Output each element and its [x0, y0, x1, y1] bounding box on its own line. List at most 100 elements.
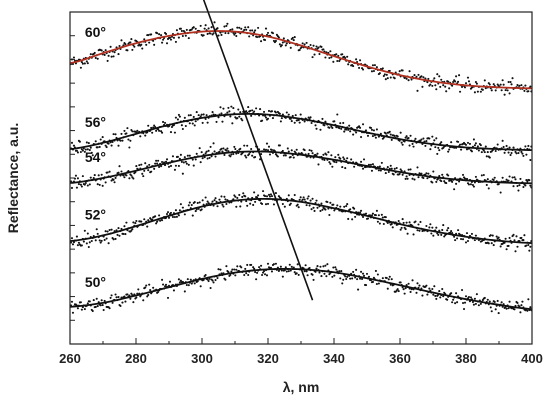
- data-point: [239, 111, 242, 114]
- data-point: [285, 111, 288, 114]
- data-point: [85, 141, 88, 144]
- data-point: [407, 168, 410, 171]
- data-point: [360, 135, 363, 139]
- data-point: [521, 152, 524, 155]
- data-point: [239, 147, 242, 150]
- data-point: [508, 300, 511, 303]
- data-point: [466, 141, 470, 144]
- data-point: [515, 152, 518, 155]
- data-point: [335, 161, 338, 164]
- data-point: [112, 133, 115, 136]
- data-point: [435, 137, 438, 140]
- data-point: [499, 83, 502, 86]
- data-point: [240, 266, 243, 269]
- data-point: [244, 195, 247, 198]
- data-point: [360, 209, 363, 212]
- data-point: [190, 282, 193, 285]
- data-point: [260, 40, 263, 43]
- data-point: [505, 307, 508, 310]
- data-point: [178, 281, 181, 284]
- data-point: [442, 295, 445, 298]
- data-point: [447, 80, 450, 83]
- data-point: [112, 238, 115, 241]
- data-point: [150, 33, 153, 36]
- data-point: [70, 300, 74, 303]
- data-point: [240, 117, 243, 120]
- data-point: [214, 155, 217, 158]
- data-point: [274, 262, 277, 265]
- data-point: [405, 221, 408, 224]
- data-point: [212, 113, 215, 116]
- data-point: [251, 109, 254, 112]
- data-point: [190, 204, 193, 207]
- data-point: [455, 182, 458, 185]
- data-point: [375, 209, 378, 212]
- data-point: [248, 152, 251, 156]
- data-point: [123, 176, 126, 179]
- data-point: [361, 277, 364, 280]
- data-point: [329, 50, 332, 53]
- data-point: [198, 147, 201, 150]
- data-point: [389, 76, 392, 79]
- data-point: [232, 198, 235, 201]
- data-point: [79, 301, 82, 304]
- data-point: [323, 124, 326, 127]
- data-point: [250, 114, 253, 117]
- data-point: [431, 181, 434, 184]
- data-point: [76, 244, 79, 247]
- data-point: [267, 109, 271, 112]
- data-point: [445, 182, 448, 185]
- data-point: [324, 120, 327, 123]
- data-point: [419, 220, 422, 224]
- data-point: [212, 32, 215, 35]
- data-point: [402, 221, 405, 224]
- data-point: [405, 77, 408, 80]
- data-point: [254, 200, 257, 203]
- data-point: [434, 84, 437, 87]
- data-point: [395, 166, 398, 170]
- data-point: [510, 151, 513, 155]
- data-point: [518, 184, 521, 187]
- data-point: [463, 86, 467, 89]
- data-point: [311, 56, 314, 59]
- data-point: [490, 310, 493, 313]
- data-point: [106, 230, 109, 233]
- data-point: [272, 203, 275, 206]
- data-point: [388, 275, 391, 278]
- data-point: [206, 157, 209, 160]
- data-point: [509, 154, 512, 157]
- data-point: [144, 162, 147, 165]
- data-point: [163, 285, 167, 288]
- data-point: [110, 294, 113, 297]
- data-point: [295, 148, 298, 151]
- data-point: [113, 181, 116, 184]
- data-point: [282, 37, 285, 40]
- data-point: [332, 266, 335, 269]
- data-point: [169, 38, 173, 41]
- data-point: [310, 208, 313, 211]
- data-point: [72, 144, 76, 147]
- data-point: [115, 229, 118, 232]
- data-point: [331, 126, 334, 129]
- data-point: [177, 113, 180, 116]
- data-point: [287, 270, 290, 273]
- data-point: [492, 83, 495, 86]
- data-point: [309, 43, 312, 47]
- data-point: [488, 156, 491, 159]
- data-point: [282, 154, 285, 157]
- data-point: [520, 84, 523, 87]
- data-point: [415, 75, 418, 78]
- data-point: [208, 156, 211, 159]
- data-point: [281, 202, 284, 206]
- data-point: [174, 209, 177, 212]
- data-point: [119, 304, 122, 308]
- data-point: [408, 144, 411, 147]
- data-point: [277, 269, 280, 273]
- data-point: [160, 165, 163, 168]
- data-point: [486, 151, 489, 154]
- data-point: [527, 90, 530, 93]
- data-point: [173, 168, 176, 171]
- data-point: [165, 42, 169, 45]
- data-point: [128, 177, 131, 180]
- data-point: [480, 174, 483, 177]
